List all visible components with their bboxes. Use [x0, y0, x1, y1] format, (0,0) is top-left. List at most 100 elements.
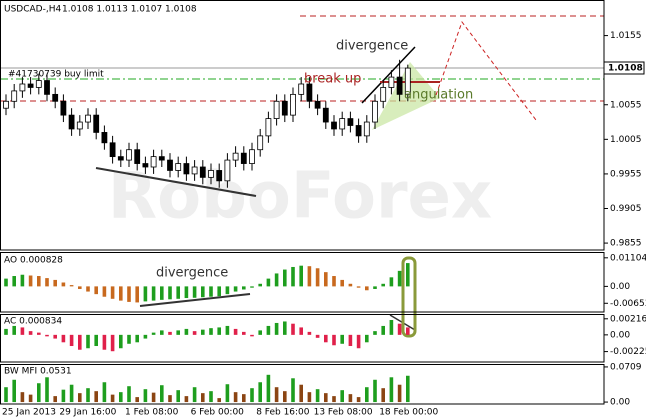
- bar: [365, 334, 369, 343]
- bar: [274, 387, 279, 403]
- bar: [151, 286, 156, 301]
- bar: [217, 286, 221, 297]
- candle-body: [167, 159, 173, 171]
- candle-body: [109, 142, 116, 158]
- bar: [365, 286, 369, 291]
- bar: [119, 392, 123, 403]
- candle-body: [199, 166, 206, 178]
- bar: [28, 275, 33, 287]
- bar: [373, 331, 377, 335]
- bar: [160, 286, 164, 300]
- bar: [176, 330, 180, 335]
- bar: [94, 391, 98, 403]
- candle-body: [27, 83, 34, 88]
- bar: [20, 274, 25, 287]
- bar: [151, 392, 156, 403]
- highlight: [401, 256, 417, 338]
- bar: [201, 393, 205, 403]
- candle-body: [60, 100, 67, 116]
- bar: [53, 396, 57, 403]
- bar: [192, 286, 197, 298]
- bar: [192, 387, 197, 403]
- bar: [53, 279, 57, 287]
- panel-frame: [0, 252, 605, 313]
- candle-body: [339, 118, 346, 130]
- bar: [61, 334, 66, 343]
- candle-body: [273, 100, 280, 119]
- bar: [266, 374, 271, 403]
- panel-frame: [0, 314, 605, 363]
- candle-body: [265, 118, 272, 137]
- y-tick-label: 0.9905: [610, 204, 642, 214]
- candle-body: [191, 166, 198, 175]
- bar: [12, 325, 16, 335]
- bar: [307, 331, 312, 335]
- candle-body: [347, 118, 354, 126]
- bar: [332, 396, 336, 403]
- bar: [397, 270, 402, 287]
- x-tick-label: 13 Feb 08:00: [314, 408, 373, 418]
- bar: [45, 334, 49, 337]
- bar: [373, 286, 377, 289]
- bar: [389, 377, 394, 403]
- bar: [127, 386, 131, 403]
- bar: [78, 393, 82, 403]
- bar: [102, 382, 107, 403]
- bar: [315, 334, 320, 338]
- candle-body: [249, 149, 255, 164]
- bar: [143, 286, 148, 302]
- y-tick-label: 1.0005: [610, 135, 642, 145]
- bar: [389, 277, 394, 287]
- bar: [381, 388, 385, 403]
- bar: [324, 393, 328, 403]
- panel-frame: [0, 0, 605, 251]
- y-tick-label: 1.0155: [610, 31, 642, 41]
- bar: [233, 328, 238, 335]
- bar: [356, 397, 361, 403]
- bar: [127, 286, 131, 302]
- candle-body: [306, 83, 313, 102]
- bar: [102, 286, 107, 297]
- bar: [127, 334, 131, 344]
- bar: [94, 334, 98, 347]
- candle-body: [232, 152, 239, 161]
- bar: [242, 394, 246, 403]
- candle-body: [331, 121, 337, 130]
- bar: [299, 327, 303, 335]
- y-tick-label: 0.9955: [610, 169, 642, 179]
- y-tick-label: -0.00653: [610, 299, 646, 309]
- bar: [307, 392, 312, 403]
- bar: [86, 286, 90, 292]
- trend-line: [361, 46, 416, 104]
- candle-body: [76, 121, 83, 130]
- watermark: RoboForex: [108, 160, 492, 234]
- bar: [61, 389, 66, 403]
- x-tick-label: 8 Feb 16:00: [256, 408, 310, 418]
- y-tick-label: 0.00216: [610, 314, 646, 324]
- bar: [12, 379, 16, 403]
- bar: [307, 266, 312, 287]
- bar: [201, 286, 205, 298]
- angulation-zone: [372, 62, 440, 130]
- bar: [242, 286, 246, 290]
- annotation: break up: [304, 72, 361, 87]
- bar: [266, 278, 271, 287]
- bar: [209, 328, 213, 335]
- price-label: 1.0108: [608, 64, 643, 74]
- x-tick-label: 18 Feb 00:00: [379, 408, 438, 418]
- bar: [69, 384, 74, 403]
- bar: [332, 334, 336, 346]
- bar: [356, 334, 361, 349]
- annotation: divergence: [156, 266, 228, 281]
- bar: [274, 273, 279, 287]
- bar: [283, 269, 287, 287]
- panel-title: AO 0.000828: [4, 256, 63, 266]
- annotation: angulation: [404, 88, 473, 103]
- bar: [160, 330, 164, 335]
- bar: [324, 272, 328, 287]
- candle-body: [208, 170, 214, 178]
- bar: [4, 278, 8, 287]
- bar: [250, 334, 254, 337]
- bar: [332, 276, 336, 287]
- bar: [37, 332, 41, 335]
